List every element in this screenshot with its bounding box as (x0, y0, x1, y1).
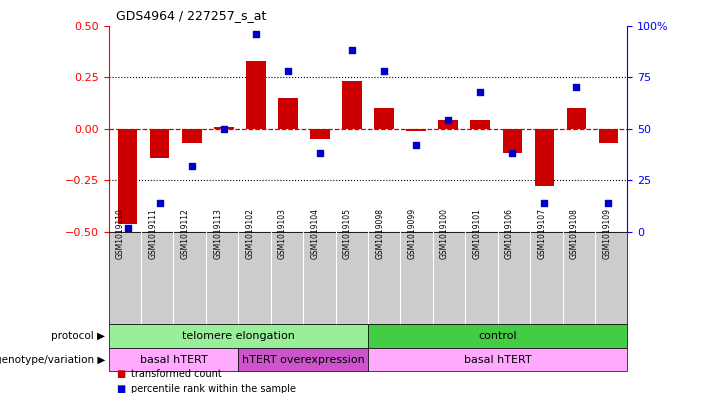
Point (283, 68, 294, 74)
Point (507, 150, 518, 156)
Text: basal hTERT: basal hTERT (139, 354, 207, 365)
Bar (182, 129, 201, 143)
Point (442, 117, 454, 123)
Point (122, 224, 133, 231)
Bar (342, 81, 362, 129)
Text: transformed count: transformed count (131, 369, 222, 379)
Text: GSM1019099: GSM1019099 (408, 208, 416, 259)
Text: GSM1019104: GSM1019104 (311, 208, 320, 259)
Point (186, 163, 198, 169)
Point (603, 200, 614, 206)
Point (411, 142, 422, 148)
Point (346, 47, 358, 53)
Text: GSM1019111: GSM1019111 (149, 208, 157, 259)
Point (571, 84, 582, 90)
Text: percentile rank within the sample: percentile rank within the sample (131, 384, 296, 393)
Text: GSM1019100: GSM1019100 (440, 208, 449, 259)
Text: ■: ■ (116, 384, 125, 393)
Bar (215, 127, 233, 129)
Bar (566, 108, 586, 129)
Bar (278, 98, 298, 129)
Point (538, 200, 550, 206)
Bar (311, 129, 329, 139)
Bar (470, 120, 490, 129)
Text: GSM1019107: GSM1019107 (538, 208, 546, 259)
Text: control: control (478, 331, 517, 341)
Text: GSM1019110: GSM1019110 (116, 208, 125, 259)
Text: GSM1019098: GSM1019098 (375, 208, 384, 259)
Text: GSM1019113: GSM1019113 (213, 208, 222, 259)
Point (154, 200, 165, 206)
Text: basal hTERT: basal hTERT (464, 354, 531, 365)
Bar (407, 129, 426, 131)
Bar (438, 120, 458, 129)
Point (314, 150, 325, 156)
Text: GSM1019102: GSM1019102 (245, 208, 254, 259)
Text: GSM1019103: GSM1019103 (278, 208, 287, 259)
Bar (503, 129, 522, 153)
Text: GSM1019101: GSM1019101 (472, 208, 482, 259)
Point (218, 125, 229, 132)
Bar (599, 129, 618, 143)
Text: GSM1019112: GSM1019112 (181, 208, 190, 259)
Text: ■: ■ (116, 369, 125, 379)
Point (250, 31, 261, 37)
Text: GSM1019108: GSM1019108 (570, 208, 579, 259)
Text: genotype/variation ▶: genotype/variation ▶ (0, 354, 105, 365)
Bar (150, 129, 170, 158)
Text: GDS4964 / 227257_s_at: GDS4964 / 227257_s_at (116, 9, 266, 22)
Point (475, 88, 486, 95)
Text: hTERT overexpression: hTERT overexpression (242, 354, 365, 365)
Bar (246, 61, 266, 129)
Text: protocol ▶: protocol ▶ (51, 331, 105, 341)
Point (379, 68, 390, 74)
Text: GSM1019109: GSM1019109 (602, 208, 611, 259)
Bar (374, 108, 394, 129)
Text: telomere elongation: telomere elongation (182, 331, 295, 341)
Bar (535, 129, 554, 186)
Text: GSM1019105: GSM1019105 (343, 208, 352, 259)
Bar (118, 129, 137, 224)
Text: GSM1019106: GSM1019106 (505, 208, 514, 259)
